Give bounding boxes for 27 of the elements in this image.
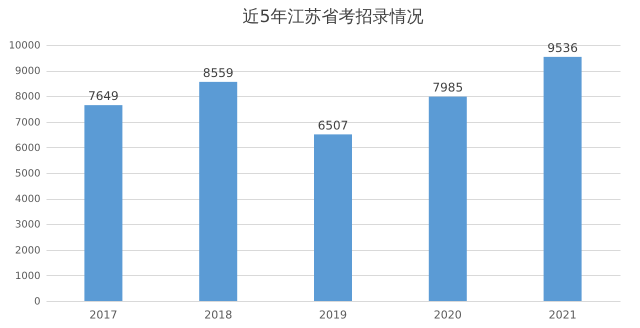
x-tick-label: 2019 bbox=[319, 308, 347, 322]
bar bbox=[84, 105, 122, 301]
bar bbox=[199, 82, 238, 301]
data-label: 9536 bbox=[547, 40, 578, 55]
x-tick-label: 2020 bbox=[434, 308, 462, 322]
y-tick-label: 8000 bbox=[15, 92, 40, 103]
y-tick-label: 2000 bbox=[15, 245, 40, 256]
bar bbox=[428, 96, 467, 301]
data-label: 8559 bbox=[202, 66, 234, 80]
y-tick-label: 9000 bbox=[15, 66, 40, 78]
data-label: 6507 bbox=[318, 118, 348, 132]
bar bbox=[314, 134, 352, 301]
y-tick-label: 5000 bbox=[15, 168, 40, 180]
x-tick-label: 2021 bbox=[548, 308, 577, 322]
y-tick-label: 0 bbox=[34, 296, 40, 308]
y-tick-label: 4000 bbox=[15, 194, 40, 206]
data-label: 7985 bbox=[432, 80, 464, 95]
bar bbox=[544, 56, 582, 301]
y-tick-label: 6000 bbox=[15, 142, 40, 154]
y-tick-label: 10000 bbox=[8, 40, 40, 52]
x-tick-label: 2018 bbox=[204, 308, 232, 322]
y-tick-label: 3000 bbox=[15, 220, 40, 231]
y-tick-label: 7000 bbox=[15, 117, 40, 128]
data-label: 7649 bbox=[88, 89, 119, 104]
y-tick-label: 1000 bbox=[15, 270, 40, 282]
chart-title: 近5年江苏省考招录情况 bbox=[242, 7, 424, 27]
x-tick-label: 2017 bbox=[89, 308, 118, 322]
